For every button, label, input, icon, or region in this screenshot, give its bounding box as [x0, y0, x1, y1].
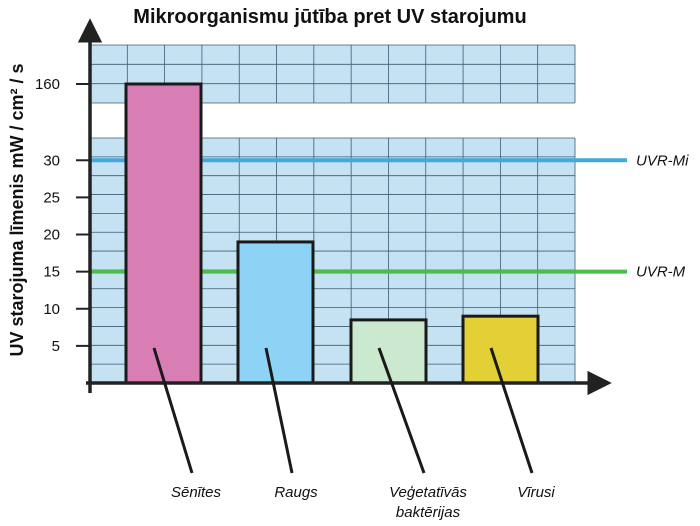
y-tick-label: 25: [43, 189, 60, 206]
category-label-3: Vīrusi: [517, 484, 555, 501]
bar-3: [461, 314, 540, 385]
category-leader-0: [152, 347, 194, 474]
category-leader-2: [377, 347, 426, 474]
y-tick-label: 160: [35, 76, 60, 93]
reference-line-label-1: UVR-M: [636, 264, 686, 281]
y-tick-label: 30: [43, 152, 60, 169]
y-axis-label: UV starojuma līmenis mW / cm² / s: [7, 63, 27, 356]
y-tick-label: 10: [43, 301, 60, 318]
y-tick-label: 5: [52, 338, 60, 355]
labels: UVR-Mi UVR-M Sēnītes Raugs Veģetatīvās baktēr…: [35, 76, 689, 521]
category-label-0: Sēnītes: [171, 484, 222, 501]
bars: [124, 82, 540, 385]
reference-line-label-0: UVR-Mi: [636, 152, 689, 169]
chart-title: Mikroorganismu jūtība pret UV starojumu: [133, 6, 526, 28]
y-tick-label: 15: [43, 264, 60, 281]
category-label-2: Veģetatīvās baktērijas: [389, 484, 467, 521]
category-label-1: Raugs: [274, 484, 318, 501]
category-leader-3: [489, 347, 534, 474]
bar-0: [124, 82, 203, 385]
category-leader-1: [264, 347, 294, 474]
bar-1: [236, 240, 315, 385]
axes: [76, 18, 612, 396]
y-tick-label: 20: [43, 227, 60, 244]
